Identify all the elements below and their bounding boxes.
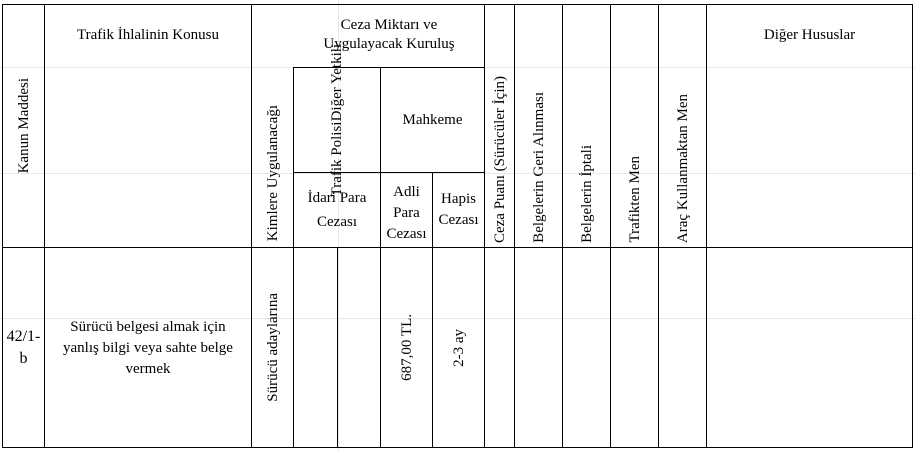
header-ceza-miktari: Ceza Miktarı ve Uygulayacak Kuruluş [294,8,484,62]
header-idari-para: İdari Para Cezası [294,185,380,235]
header-ceza-miktari-line1: Ceza Miktarı ve [340,17,438,33]
table-border-right [912,4,913,448]
header-trafik-polisi: Trafik Polisi Diğer Yetkili [294,44,380,196]
row-konu-line2: yanlış bilgi veya sahte belge [63,340,233,356]
table-border-left [2,4,3,448]
table-border-bottom [2,447,913,448]
header-ceza-miktari-line2: Uygulayacak Kuruluş [323,36,455,52]
row-kimlere: Sürücü adaylarına [264,293,281,402]
col-divider [514,4,515,448]
col-divider [251,4,252,448]
row-hapis: 2-3 ay [450,328,467,367]
col-divider [484,4,485,448]
header-kimlere: Kimlere Uygulanacağı [264,104,281,241]
gridline [0,318,916,319]
col-divider [610,4,611,448]
header-trafik-polisi-line2: Diğer Yetkili [329,43,345,122]
col-divider [658,4,659,448]
row-madde: 42/1- b [3,248,44,447]
header-hapis-line1: Hapis [441,191,476,207]
col-divider [44,4,45,448]
row-konu-line3: vermek [125,361,171,377]
header-geri-alinmasi: Belgelerin Geri Alınması [530,92,547,243]
header-hapis: Hapis Cezası [433,185,484,235]
header-idari-line2: Cezası [317,214,357,230]
header-body-divider [2,247,913,248]
col-divider [706,4,707,448]
header-iptali: Belgelerin İptali [578,145,595,243]
row-konu: Sürücü belgesi almak için yanlış bilgi v… [45,248,251,447]
header-hapis-line2: Cezası [438,212,479,228]
col-divider [337,247,338,448]
col-divider [432,172,433,448]
header-adli-para: Adli Para Cezası [381,180,432,246]
col-divider [562,4,563,448]
header-mahkeme: Mahkeme [402,111,463,128]
header-kanun-maddesi: Kanun Maddesi [15,78,32,174]
polis-divider [293,172,381,173]
header-ihlal-konusu: Trafik İhlalinin Konusu [77,27,219,43]
row-madde-line2: b [19,349,28,367]
row-konu-line1: Sürücü belgesi almak için [70,319,226,335]
row-madde-line1: 42/1- [6,327,41,345]
header-idari-line1: İdari Para [307,190,367,206]
gridline [0,173,916,174]
ceza-group-divider [293,67,485,68]
header-adli-line2: Para [393,204,420,221]
header-arac-men: Araç Kullanmaktan Men [674,93,691,243]
header-diger-hususlar: Diğer Hususlar [763,27,856,43]
header-adli-line3: Cezası [386,225,427,242]
table-border-top [2,4,913,5]
gridline [338,0,339,451]
header-ceza-puani: Ceza Puanı (Sürücüler İçin) [491,75,508,243]
row-adli-para: 687,00 TL. [398,314,415,381]
col-divider [293,67,294,448]
header-adli-line1: Adli [393,183,420,200]
header-trafikten-men: Trafikten Men [626,156,643,243]
col-divider [380,67,381,448]
